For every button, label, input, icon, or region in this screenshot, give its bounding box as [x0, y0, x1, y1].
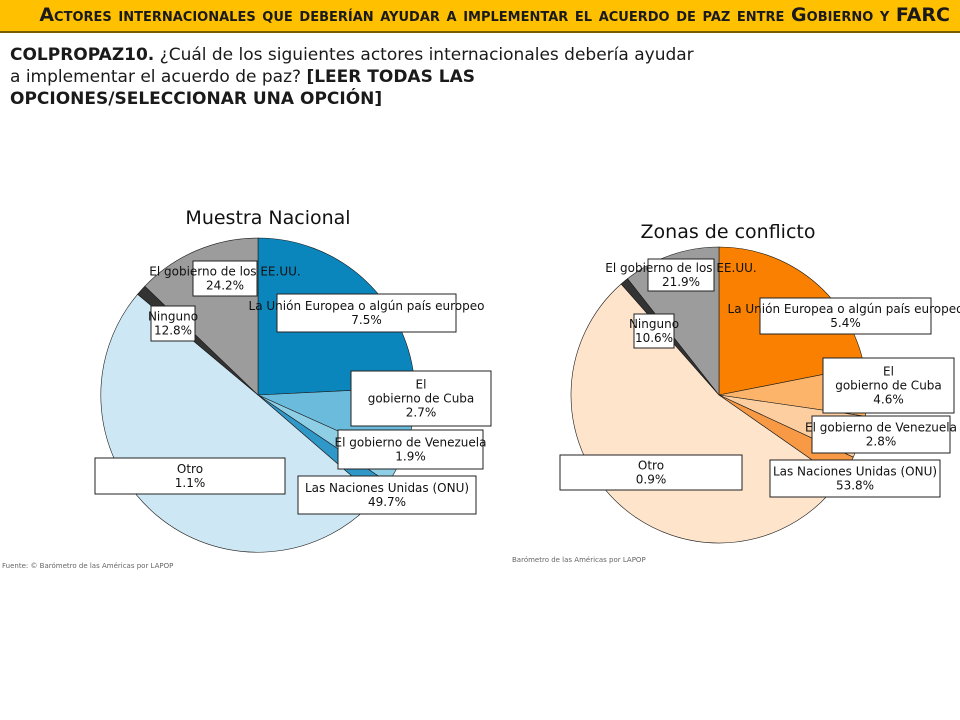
slice-category-label: Ninguno [629, 317, 679, 331]
slice-value-label: 21.9% [662, 275, 700, 289]
slice-label-box [337, 429, 484, 470]
slice-value-label: 2.8% [866, 435, 897, 449]
slice-category-label: La Unión Europea o algún país europeo [728, 302, 960, 316]
page-title: Actores internacionales que deberían ayu… [39, 4, 950, 26]
slice-label-box [94, 457, 286, 495]
slice-category-label: El gobierno de Venezuela [805, 421, 957, 435]
slice-value-label: 1.9% [395, 450, 426, 464]
question-text: COLPROPAZ10. ¿Cuál de los siguientes act… [10, 44, 700, 110]
slice-label: Las Naciones Unidas (ONU)53.8% [769, 459, 941, 498]
slice-value-label: 10.6% [635, 331, 673, 345]
chart-muestra-nacional: Muestra Nacional El gobierno de los EE.U… [2, 207, 492, 570]
slice-label-box [192, 260, 258, 297]
slice-value-label: 1.1% [175, 476, 206, 490]
slice-category-label: Otro [638, 459, 664, 473]
question-body: ¿Cuál de los siguientes actores internac… [10, 45, 694, 87]
slice-label-box [769, 459, 941, 498]
slice-label-box [297, 475, 477, 515]
slice-value-label: 2.7% [406, 406, 437, 420]
slice-label-box [759, 297, 932, 335]
slice-value-label: 49.7% [368, 495, 406, 509]
pie-labels: El gobierno de los EE.UU.24.2%La Unión E… [94, 260, 492, 515]
pie-labels: El gobierno de los EE.UU.21.9% La Unión E… [559, 258, 960, 498]
slice-category-label: El gobierno de Venezuela [335, 436, 487, 450]
slice-label-box [811, 415, 951, 454]
slice-value-label: 12.8% [154, 324, 192, 338]
slice-value-label: 5.4% [830, 316, 861, 330]
slice-label: Las Naciones Unidas (ONU)49.7% [297, 475, 477, 515]
slice-label: La Unión Europea o algún país europeo5.4… [728, 297, 960, 335]
question-instruction: [LEER TODAS LAS OPCIONES/SELECCIONAR UNA… [10, 67, 475, 109]
slice-label-box [276, 293, 457, 333]
slice-category-label: Las Naciones Unidas (ONU) [773, 465, 937, 479]
slice-value-label: 7.5% [351, 313, 382, 327]
title-bar: Actores internacionales que deberían ayu… [0, 0, 960, 33]
chart-source: Fuente: © Barómetro de las Américas por … [2, 562, 173, 570]
slice-category-label: El gobierno de los EE.UU. [605, 261, 756, 275]
slice-category-label: gobierno de Cuba [835, 379, 942, 393]
slice-label: La Unión Europea o algún país europeo7.5… [249, 293, 485, 333]
chart-source: Barómetro de las Américas por LAPOP [512, 556, 646, 564]
slice-value-label: 4.6% [873, 393, 904, 407]
slice-value-label: 0.9% [636, 473, 667, 487]
chart-title: Muestra Nacional [185, 207, 350, 229]
slice-category-label: Ninguno [148, 310, 198, 324]
chart-title: Zonas de conflicto [641, 221, 816, 243]
slice-category-label: gobierno de Cuba [368, 392, 475, 406]
slice-category-label: Otro [177, 462, 203, 476]
slice-label-box [822, 357, 955, 414]
slice-label-box [633, 313, 675, 349]
slice-category-label: El [416, 378, 427, 392]
chart-zonas-de-conflicto: Zonas de conflicto El gobierno de los EE… [512, 221, 960, 564]
slice-label-box [150, 305, 196, 342]
slice-category-label: La Unión Europea o algún país europeo [249, 299, 485, 313]
slice-label: El gobierno de los EE.UU.21.9% [605, 258, 757, 292]
slice-category-label: El gobierno de los EE.UU. [149, 265, 300, 279]
slice-value-label: 24.2% [206, 279, 244, 293]
slice-label-box [647, 258, 715, 292]
question-code: COLPROPAZ10. [10, 45, 155, 65]
slice-category-label: Las Naciones Unidas (ONU) [305, 481, 469, 495]
slice-label-box [350, 370, 492, 427]
slice-category-label: El [883, 365, 894, 379]
slice-label-box [559, 454, 743, 491]
slice-value-label: 53.8% [836, 479, 874, 493]
slice-label: El gobierno de los EE.UU.24.2% [149, 260, 301, 297]
